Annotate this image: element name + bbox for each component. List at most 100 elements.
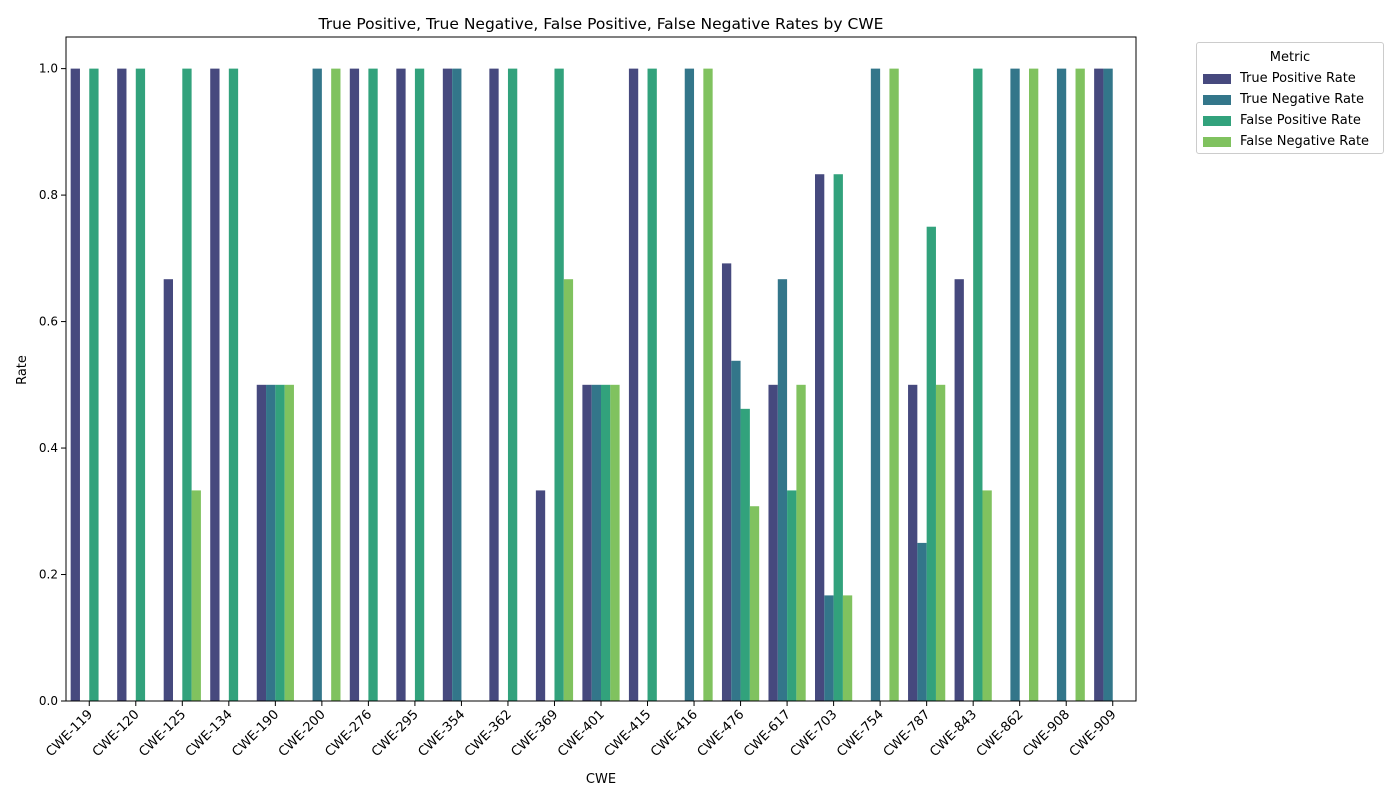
- x-tick-label: CWE-295: [369, 707, 422, 760]
- x-tick-label: CWE-125: [136, 707, 189, 760]
- bar: [926, 226, 936, 701]
- legend-entry: False Positive Rate: [1197, 110, 1383, 131]
- bar: [256, 384, 267, 701]
- y-tick-label: 0.6: [39, 315, 58, 329]
- y-axis-label: Rate: [15, 355, 30, 385]
- x-axis-label: CWE: [586, 772, 616, 787]
- bar: [414, 68, 425, 702]
- bar: [535, 490, 546, 701]
- bar: [117, 68, 127, 702]
- bar: [777, 279, 788, 701]
- bar: [796, 384, 806, 701]
- legend-entry: False Negative Rate: [1197, 131, 1383, 152]
- legend-swatch: [1203, 73, 1231, 84]
- bar: [554, 68, 564, 702]
- bars-layer: [70, 68, 1113, 702]
- bar: [507, 68, 518, 702]
- bar: [647, 68, 657, 702]
- legend-label: True Negative Rate: [1240, 92, 1365, 107]
- x-tick-label: CWE-476: [695, 707, 748, 760]
- bar: [842, 595, 853, 701]
- bar: [740, 408, 750, 701]
- bar: [870, 68, 881, 702]
- y-tick-label: 0.2: [39, 568, 58, 582]
- bar: [1056, 68, 1067, 702]
- bar: [601, 384, 611, 701]
- legend-swatch: [1203, 94, 1231, 105]
- x-tick-labels: CWE-119CWE-120CWE-125CWE-134CWE-190CWE-2…: [43, 707, 1119, 760]
- x-tick-label: CWE-909: [1067, 707, 1120, 760]
- tick-layer: [61, 68, 1114, 706]
- chart-title: True Positive, True Negative, False Posi…: [318, 15, 884, 33]
- legend-title: Metric: [1269, 50, 1311, 65]
- bar: [266, 384, 276, 701]
- bar: [368, 68, 378, 702]
- x-tick-label: CWE-200: [276, 707, 329, 760]
- bar: [191, 490, 201, 701]
- x-tick-label: CWE-416: [648, 707, 701, 760]
- bar: [973, 68, 983, 702]
- bar: [442, 68, 453, 702]
- bar: [135, 68, 146, 702]
- y-tick-labels: 0.0 0.2 0.4 0.6 0.8 1.0: [39, 62, 58, 708]
- bar: [1075, 68, 1085, 702]
- bar: [768, 384, 778, 701]
- y-tick-label: 0.0: [39, 694, 58, 708]
- bar: [889, 68, 899, 702]
- legend: Metric True Positive Rate True Negative R…: [1196, 42, 1384, 154]
- bar: [489, 68, 499, 702]
- x-tick-label: CWE-369: [509, 707, 562, 760]
- bar: [982, 490, 992, 701]
- bar: [89, 68, 99, 702]
- bar: [935, 384, 946, 701]
- legend-entry: True Negative Rate: [1197, 89, 1383, 110]
- bar: [210, 68, 220, 702]
- bar: [70, 68, 80, 702]
- x-tick-label: CWE-401: [555, 707, 608, 760]
- bar: [954, 279, 964, 701]
- x-tick-label: CWE-754: [834, 707, 887, 760]
- bar: [312, 68, 322, 702]
- x-tick-label: CWE-119: [43, 707, 96, 760]
- x-tick-label: CWE-362: [462, 707, 515, 760]
- x-tick-label: CWE-134: [183, 707, 236, 760]
- bar: [331, 68, 341, 702]
- bar: [787, 490, 797, 701]
- bar: [1103, 68, 1113, 702]
- bar: [1029, 68, 1039, 702]
- bar: [182, 68, 192, 702]
- bar: [582, 384, 592, 701]
- bar: [731, 360, 741, 701]
- bar: [917, 542, 927, 701]
- bar: [163, 279, 173, 701]
- bar: [275, 384, 285, 701]
- x-tick-label: CWE-120: [90, 707, 143, 760]
- x-tick-label: CWE-908: [1020, 707, 1073, 760]
- legend-label: False Positive Rate: [1240, 113, 1361, 128]
- bar: [833, 174, 843, 701]
- x-tick-label: CWE-862: [974, 707, 1027, 760]
- bar: [284, 384, 294, 701]
- axes-frame: [65, 36, 1137, 702]
- bar: [721, 263, 732, 701]
- bar: [628, 68, 639, 702]
- bar: [824, 595, 834, 701]
- bar: [610, 384, 620, 701]
- legend-swatch: [1203, 115, 1231, 126]
- bar: [228, 68, 239, 702]
- legend-label: False Negative Rate: [1240, 134, 1370, 149]
- bar: [349, 68, 360, 702]
- x-tick-label: CWE-276: [322, 707, 375, 760]
- y-tick-label: 0.4: [39, 441, 58, 455]
- x-tick-label: CWE-617: [741, 707, 794, 760]
- x-tick-label: CWE-843: [927, 707, 980, 760]
- bar: [452, 68, 462, 702]
- bar: [563, 279, 574, 701]
- bar: [591, 384, 601, 701]
- x-tick-label: CWE-703: [788, 707, 841, 760]
- x-tick-label: CWE-190: [229, 707, 282, 760]
- bar: [703, 68, 713, 702]
- bar: [1010, 68, 1020, 702]
- legend-entry: True Positive Rate: [1197, 68, 1383, 89]
